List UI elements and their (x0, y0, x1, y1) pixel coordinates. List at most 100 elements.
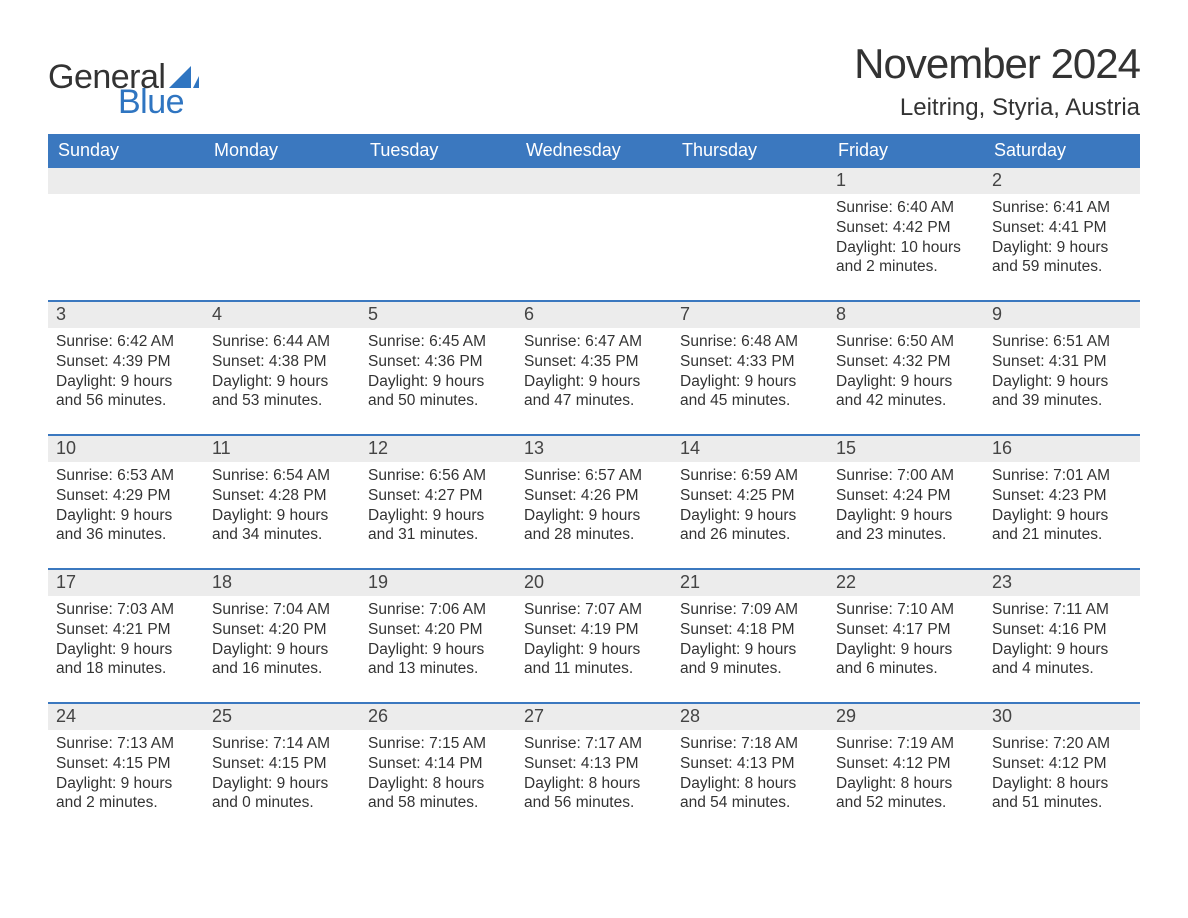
day-dl1: Daylight: 9 hours (992, 372, 1132, 392)
day-sunrise: Sunrise: 7:04 AM (212, 600, 352, 620)
day-details: Sunrise: 6:47 AMSunset: 4:35 PMDaylight:… (516, 328, 672, 421)
day-sunrise: Sunrise: 6:45 AM (368, 332, 508, 352)
day-details: Sunrise: 7:00 AMSunset: 4:24 PMDaylight:… (828, 462, 984, 555)
day-number: 14 (672, 436, 828, 462)
day-details: Sunrise: 6:50 AMSunset: 4:32 PMDaylight:… (828, 328, 984, 421)
empty-day-bar (360, 168, 516, 194)
day-details: Sunrise: 7:09 AMSunset: 4:18 PMDaylight:… (672, 596, 828, 689)
day-sunset: Sunset: 4:28 PM (212, 486, 352, 506)
day-number: 12 (360, 436, 516, 462)
day-number: 18 (204, 570, 360, 596)
weekday-header: Friday (828, 134, 984, 168)
day-number: 23 (984, 570, 1140, 596)
calendar-day-cell: 4Sunrise: 6:44 AMSunset: 4:38 PMDaylight… (204, 302, 360, 434)
day-dl1: Daylight: 10 hours (836, 238, 976, 258)
calendar-day-cell (48, 168, 204, 300)
day-dl2: and 45 minutes. (680, 391, 820, 411)
day-number: 8 (828, 302, 984, 328)
calendar-day-cell: 13Sunrise: 6:57 AMSunset: 4:26 PMDayligh… (516, 436, 672, 568)
day-dl2: and 28 minutes. (524, 525, 664, 545)
day-dl1: Daylight: 9 hours (836, 640, 976, 660)
day-details: Sunrise: 7:01 AMSunset: 4:23 PMDaylight:… (984, 462, 1140, 555)
day-number: 6 (516, 302, 672, 328)
calendar-day-cell (516, 168, 672, 300)
weekday-header-row: Sunday Monday Tuesday Wednesday Thursday… (48, 134, 1140, 168)
logo-word-blue: Blue (118, 83, 184, 122)
day-dl2: and 13 minutes. (368, 659, 508, 679)
day-sunrise: Sunrise: 6:48 AM (680, 332, 820, 352)
day-dl2: and 21 minutes. (992, 525, 1132, 545)
month-title: November 2024 (854, 40, 1140, 88)
calendar-day-cell: 14Sunrise: 6:59 AMSunset: 4:25 PMDayligh… (672, 436, 828, 568)
calendar-day-cell: 23Sunrise: 7:11 AMSunset: 4:16 PMDayligh… (984, 570, 1140, 702)
day-sunrise: Sunrise: 7:17 AM (524, 734, 664, 754)
day-sunset: Sunset: 4:33 PM (680, 352, 820, 372)
day-dl2: and 59 minutes. (992, 257, 1132, 277)
day-dl2: and 51 minutes. (992, 793, 1132, 813)
calendar-day-cell: 30Sunrise: 7:20 AMSunset: 4:12 PMDayligh… (984, 704, 1140, 836)
day-dl1: Daylight: 9 hours (212, 506, 352, 526)
day-sunrise: Sunrise: 7:19 AM (836, 734, 976, 754)
day-dl2: and 34 minutes. (212, 525, 352, 545)
day-sunrise: Sunrise: 6:53 AM (56, 466, 196, 486)
day-sunset: Sunset: 4:20 PM (212, 620, 352, 640)
day-details: Sunrise: 7:19 AMSunset: 4:12 PMDaylight:… (828, 730, 984, 823)
calendar-day-cell: 15Sunrise: 7:00 AMSunset: 4:24 PMDayligh… (828, 436, 984, 568)
calendar-day-cell: 5Sunrise: 6:45 AMSunset: 4:36 PMDaylight… (360, 302, 516, 434)
day-details: Sunrise: 6:59 AMSunset: 4:25 PMDaylight:… (672, 462, 828, 555)
day-sunset: Sunset: 4:15 PM (212, 754, 352, 774)
day-sunset: Sunset: 4:36 PM (368, 352, 508, 372)
day-details: Sunrise: 6:57 AMSunset: 4:26 PMDaylight:… (516, 462, 672, 555)
day-details: Sunrise: 6:48 AMSunset: 4:33 PMDaylight:… (672, 328, 828, 421)
day-sunrise: Sunrise: 7:20 AM (992, 734, 1132, 754)
empty-day-bar (204, 168, 360, 194)
day-details: Sunrise: 7:14 AMSunset: 4:15 PMDaylight:… (204, 730, 360, 823)
day-sunset: Sunset: 4:17 PM (836, 620, 976, 640)
day-number: 20 (516, 570, 672, 596)
day-dl1: Daylight: 9 hours (524, 506, 664, 526)
calendar-day-cell: 8Sunrise: 6:50 AMSunset: 4:32 PMDaylight… (828, 302, 984, 434)
day-dl2: and 53 minutes. (212, 391, 352, 411)
empty-day-bar (48, 168, 204, 194)
day-dl2: and 56 minutes. (524, 793, 664, 813)
day-dl1: Daylight: 9 hours (680, 640, 820, 660)
day-number: 16 (984, 436, 1140, 462)
weekday-header: Tuesday (360, 134, 516, 168)
day-details: Sunrise: 6:40 AMSunset: 4:42 PMDaylight:… (828, 194, 984, 287)
day-sunrise: Sunrise: 6:47 AM (524, 332, 664, 352)
day-number: 3 (48, 302, 204, 328)
day-dl1: Daylight: 9 hours (368, 506, 508, 526)
day-number: 22 (828, 570, 984, 596)
day-sunset: Sunset: 4:13 PM (524, 754, 664, 774)
calendar-day-cell: 11Sunrise: 6:54 AMSunset: 4:28 PMDayligh… (204, 436, 360, 568)
calendar-day-cell (672, 168, 828, 300)
day-sunset: Sunset: 4:26 PM (524, 486, 664, 506)
day-sunset: Sunset: 4:15 PM (56, 754, 196, 774)
day-number: 1 (828, 168, 984, 194)
day-number: 7 (672, 302, 828, 328)
day-dl1: Daylight: 9 hours (992, 506, 1132, 526)
day-details: Sunrise: 6:51 AMSunset: 4:31 PMDaylight:… (984, 328, 1140, 421)
day-details: Sunrise: 7:18 AMSunset: 4:13 PMDaylight:… (672, 730, 828, 823)
day-number: 4 (204, 302, 360, 328)
calendar: Sunday Monday Tuesday Wednesday Thursday… (48, 134, 1140, 836)
day-details: Sunrise: 6:41 AMSunset: 4:41 PMDaylight:… (984, 194, 1140, 287)
day-sunrise: Sunrise: 7:15 AM (368, 734, 508, 754)
day-sunrise: Sunrise: 7:13 AM (56, 734, 196, 754)
calendar-day-cell: 24Sunrise: 7:13 AMSunset: 4:15 PMDayligh… (48, 704, 204, 836)
calendar-day-cell: 3Sunrise: 6:42 AMSunset: 4:39 PMDaylight… (48, 302, 204, 434)
day-dl1: Daylight: 8 hours (368, 774, 508, 794)
calendar-day-cell: 29Sunrise: 7:19 AMSunset: 4:12 PMDayligh… (828, 704, 984, 836)
weekday-header: Thursday (672, 134, 828, 168)
calendar-day-cell: 19Sunrise: 7:06 AMSunset: 4:20 PMDayligh… (360, 570, 516, 702)
day-dl2: and 6 minutes. (836, 659, 976, 679)
day-sunset: Sunset: 4:31 PM (992, 352, 1132, 372)
day-details: Sunrise: 7:03 AMSunset: 4:21 PMDaylight:… (48, 596, 204, 689)
day-number: 27 (516, 704, 672, 730)
day-dl1: Daylight: 9 hours (212, 640, 352, 660)
calendar-day-cell: 25Sunrise: 7:14 AMSunset: 4:15 PMDayligh… (204, 704, 360, 836)
day-sunrise: Sunrise: 6:42 AM (56, 332, 196, 352)
day-dl2: and 42 minutes. (836, 391, 976, 411)
day-details: Sunrise: 7:04 AMSunset: 4:20 PMDaylight:… (204, 596, 360, 689)
logo: General Blue (48, 58, 199, 122)
